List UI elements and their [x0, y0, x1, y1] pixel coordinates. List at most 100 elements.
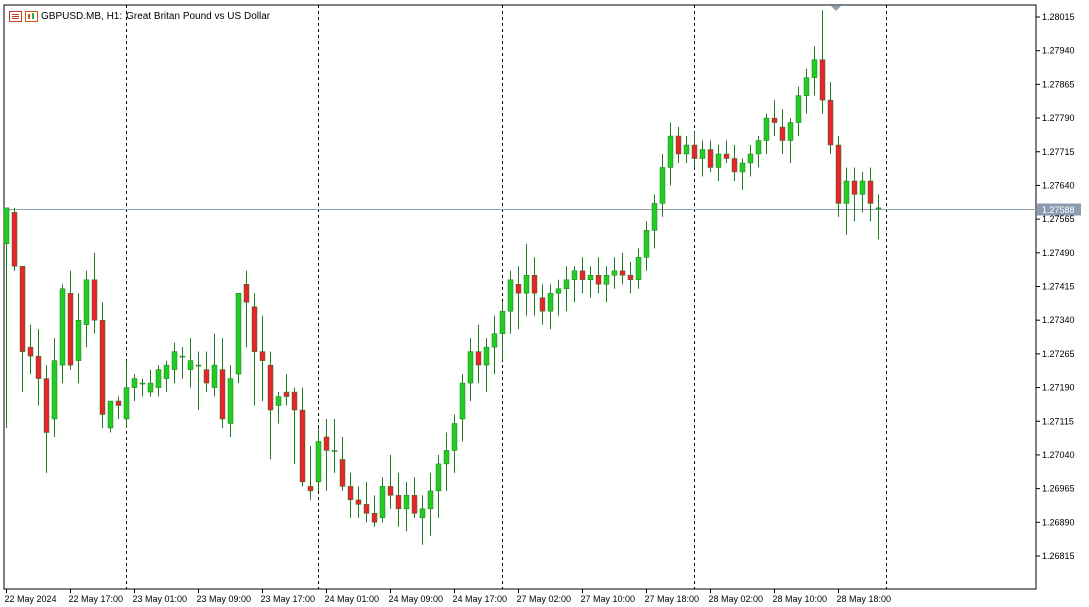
- candle: [323, 419, 330, 491]
- time-tick-label: 24 May 01:00: [325, 594, 380, 604]
- candle: [275, 392, 282, 424]
- candle: [747, 145, 754, 177]
- candles-icon[interactable]: [25, 10, 38, 22]
- bull-candle-body: [803, 77, 810, 96]
- bull-candle-body: [75, 319, 82, 361]
- price-tick-label: 1.27415: [1042, 282, 1075, 292]
- price-tick-label: 1.27565: [1042, 214, 1075, 224]
- bear-candle-body: [11, 212, 18, 267]
- candle: [107, 400, 114, 433]
- bear-candle-body: [35, 355, 42, 379]
- candle: [99, 302, 106, 428]
- candle: [779, 109, 786, 154]
- candle: [787, 118, 794, 163]
- price-axis: 1.28015 1.27940 1.27865 1.27790 1.27715 1.276…: [1036, 12, 1081, 561]
- bull-candle-body: [763, 117, 770, 141]
- bear-candle-body: [355, 499, 362, 505]
- time-tick-label: 23 May 17:00: [261, 594, 316, 604]
- candle: [691, 131, 698, 168]
- candle: [331, 419, 338, 473]
- bear-candle-body: [323, 436, 330, 451]
- bull-candle-body: [635, 257, 642, 281]
- candle: [739, 158, 746, 190]
- price-tick-label: 1.27340: [1042, 315, 1075, 325]
- candle: [235, 292, 242, 384]
- bull-candle-body: [227, 378, 234, 424]
- bull-candle-body: [83, 279, 90, 325]
- bull-candle-body: [563, 279, 570, 289]
- bear-candle-body: [835, 144, 842, 204]
- candle: [155, 365, 162, 397]
- bear-candle-body: [515, 284, 522, 294]
- bear-candle-body: [283, 391, 290, 397]
- bull-candle-body: [643, 230, 650, 258]
- candle: [827, 82, 834, 154]
- bear-candle-body: [347, 486, 354, 501]
- bull-candle-body: [171, 351, 178, 370]
- period-separators: [126, 5, 887, 589]
- price-tick-label: 1.26890: [1042, 517, 1075, 527]
- bear-candle-body: [91, 279, 98, 321]
- price-tick-label: 1.27940: [1042, 46, 1075, 56]
- candle: [843, 167, 850, 235]
- bear-candle-body: [395, 495, 402, 510]
- bull-candle-body: [739, 162, 746, 173]
- current-price-tag: [1037, 203, 1081, 216]
- candle: [363, 481, 370, 523]
- bear-candle-body: [579, 270, 586, 281]
- bull-candle-body: [795, 95, 802, 123]
- bull-candle-body: [811, 59, 818, 78]
- candle: [707, 140, 714, 172]
- price-tick-label: 1.27715: [1042, 147, 1075, 157]
- bull-candle-body: [659, 167, 666, 204]
- candle: [683, 136, 690, 163]
- bear-candle-body: [19, 266, 26, 352]
- symbol-description: Great Britan Pound vs US Dollar: [126, 10, 271, 22]
- bull-candle-body: [787, 122, 794, 141]
- bars-icon[interactable]: [9, 10, 22, 22]
- price-tick-label: 1.26965: [1042, 484, 1075, 494]
- candle: [19, 266, 26, 393]
- price-tick-label: 1.27790: [1042, 113, 1075, 123]
- bear-candle-body: [819, 59, 826, 101]
- candle: [123, 360, 130, 428]
- candle: [435, 454, 442, 518]
- bear-candle-body: [291, 391, 298, 411]
- bull-candle-body: [427, 490, 434, 510]
- candle: [795, 86, 802, 137]
- time-tick-label: 27 May 10:00: [581, 594, 636, 604]
- bear-candle-body: [299, 409, 306, 483]
- price-tick-label: 1.27640: [1042, 180, 1075, 190]
- candle: [755, 136, 762, 168]
- time-tick-label: 27 May 02:00: [517, 594, 572, 604]
- bear-candle-body: [411, 495, 418, 514]
- candle: [539, 284, 546, 325]
- candle: [531, 257, 538, 316]
- bear-candle-body: [219, 369, 226, 420]
- candle: [571, 266, 578, 303]
- bull-candle-body: [435, 463, 442, 492]
- bear-candle-body: [531, 275, 538, 294]
- bull-candle-body: [523, 275, 530, 294]
- time-tick-label: 23 May 09:00: [197, 594, 252, 604]
- bear-candle-body: [387, 486, 394, 496]
- time-tick-label: 22 May 2024: [5, 594, 57, 604]
- bull-candle-body: [443, 450, 450, 465]
- current-price-label: 1.27588: [1042, 205, 1075, 215]
- candle: [27, 324, 34, 375]
- bull-candle-body: [59, 288, 66, 366]
- bull-candle-body: [603, 275, 610, 285]
- scroll-marker-icon[interactable]: [831, 6, 841, 11]
- candle: [619, 252, 626, 285]
- bear-candle-body: [251, 306, 258, 352]
- bull-candle-body: [747, 153, 754, 164]
- candle: [139, 378, 146, 397]
- candle: [419, 495, 426, 545]
- bear-candle-body: [339, 459, 346, 487]
- bull-candle-body: [403, 495, 410, 510]
- time-tick-label: 27 May 18:00: [645, 594, 700, 604]
- candle: [467, 338, 474, 402]
- bear-candle-body: [675, 135, 682, 155]
- bull-candle-body: [715, 153, 722, 168]
